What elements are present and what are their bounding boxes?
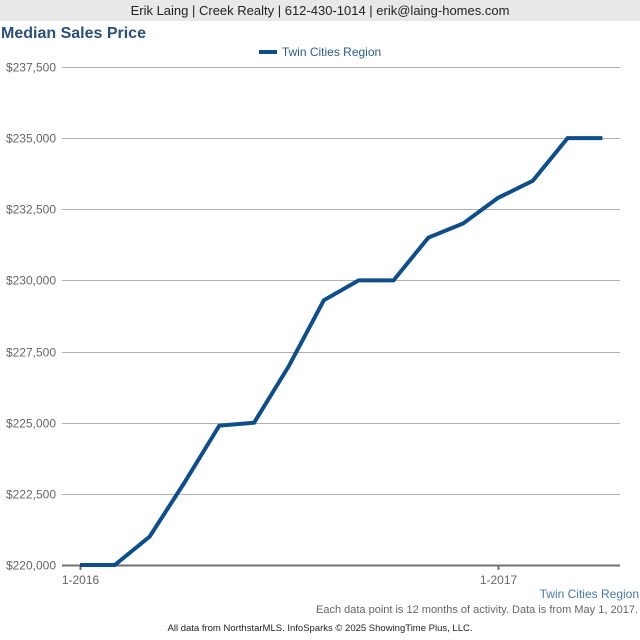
x-tick-label: 1-2017 [480,573,518,587]
y-axis-ticks: $220,000 $222,500 $225,000 $227,500 $230,000… [6,61,56,573]
series-lines [79,136,603,567]
y-tick-label: $220,000 [6,559,56,573]
y-tick-label: $222,500 [6,488,56,502]
contact-line: Erik Laing | Creek Realty | 612-430-1014… [130,3,510,18]
gridlines [62,67,620,495]
x-tick-label: 1-2016 [62,573,100,587]
legend-entry-label: Twin Cities Region [281,45,382,59]
x-axis: 1-2016 1-2017 [62,564,620,587]
y-tick-label: $227,500 [6,346,56,360]
y-tick-label: $237,500 [6,61,56,75]
chart-legend: Twin Cities Region [0,45,640,59]
y-tick-label: $225,000 [6,417,56,431]
footer-credit: All data from NorthstarMLS. InfoSparks ©… [167,623,473,634]
series-line-twin-cities-region [80,136,603,567]
chart-title: Median Sales Price [1,25,146,42]
legend-swatch [258,49,277,54]
y-tick-label: $230,000 [6,274,56,288]
region-label: Twin Cities Region [539,587,639,601]
contact-header-bar: Erik Laing | Creek Realty | 612-430-1014… [0,0,640,21]
data-note: Each data point is 12 months of activity… [315,604,638,616]
y-tick-label: $232,500 [6,203,56,217]
y-tick-label: $235,000 [6,132,56,146]
